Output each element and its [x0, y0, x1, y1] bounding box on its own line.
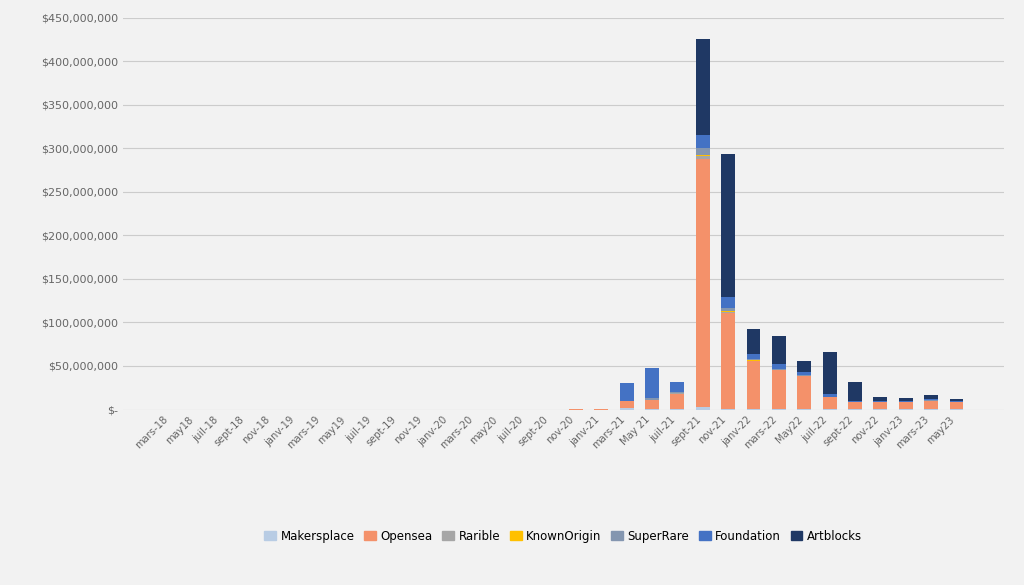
Bar — [848, 402, 862, 409]
Bar — [949, 400, 964, 401]
Bar — [772, 370, 785, 410]
Bar — [899, 398, 912, 401]
Bar — [924, 398, 938, 400]
Bar — [873, 402, 888, 409]
Bar — [721, 311, 735, 313]
Bar — [822, 352, 837, 394]
Bar — [695, 156, 710, 159]
Bar — [822, 394, 837, 397]
Bar — [949, 402, 964, 409]
Bar — [848, 401, 862, 402]
Bar — [695, 159, 710, 407]
Bar — [645, 368, 659, 398]
Bar — [772, 369, 785, 370]
Bar — [620, 383, 634, 401]
Bar — [949, 401, 964, 402]
Bar — [746, 360, 761, 361]
Bar — [798, 360, 811, 372]
Bar — [848, 382, 862, 401]
Bar — [695, 135, 710, 148]
Bar — [671, 392, 684, 393]
Legend: Makersplace, Opensea, Rarible, KnownOrigin, SuperRare, Foundation, Artblocks: Makersplace, Opensea, Rarible, KnownOrig… — [259, 525, 867, 548]
Bar — [620, 408, 634, 410]
Bar — [746, 361, 761, 409]
Bar — [721, 308, 735, 311]
Bar — [721, 153, 735, 297]
Bar — [645, 398, 659, 400]
Bar — [772, 336, 785, 364]
Bar — [671, 394, 684, 410]
Bar — [798, 372, 811, 376]
Bar — [721, 313, 735, 409]
Bar — [746, 329, 761, 354]
Bar — [899, 401, 912, 402]
Bar — [695, 39, 710, 135]
Bar — [746, 359, 761, 360]
Bar — [645, 400, 659, 409]
Bar — [721, 297, 735, 308]
Bar — [695, 407, 710, 409]
Bar — [924, 395, 938, 398]
Bar — [772, 364, 785, 369]
Bar — [873, 397, 888, 401]
Bar — [899, 402, 912, 409]
Bar — [873, 401, 888, 402]
Bar — [671, 381, 684, 392]
Bar — [695, 148, 710, 155]
Bar — [695, 155, 710, 156]
Bar — [746, 354, 761, 359]
Bar — [798, 376, 811, 410]
Bar — [620, 401, 634, 408]
Bar — [924, 401, 938, 409]
Bar — [822, 397, 837, 410]
